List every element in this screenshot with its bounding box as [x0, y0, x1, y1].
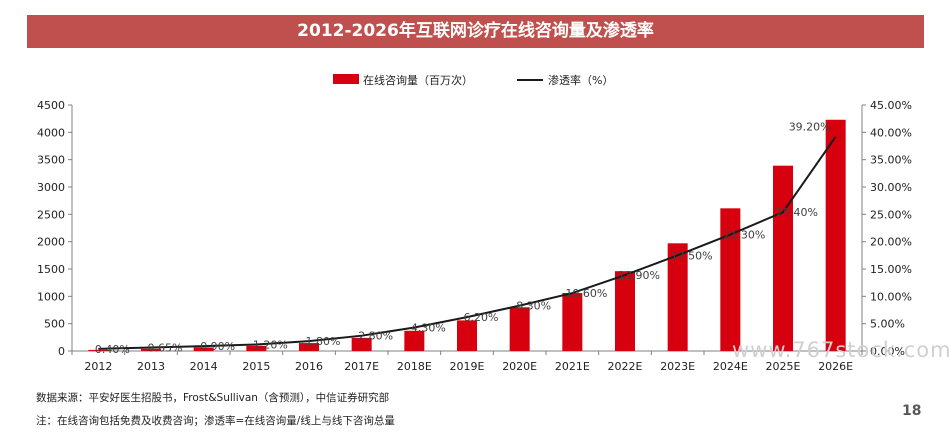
- x-tick-label: 2015: [242, 360, 270, 373]
- line-data-label: 0.65%: [148, 341, 183, 354]
- x-tick-label: 2016: [295, 360, 323, 373]
- line-data-label: 13.90%: [618, 269, 660, 282]
- line-data-label: 25.40%: [776, 206, 818, 219]
- footnote: 注：在线咨询包括免费及收费咨询；渗透率=在线咨询量/线上与线下咨询总量: [36, 415, 395, 427]
- bar-2017E: [351, 337, 372, 351]
- x-tick-label: 2025E: [766, 360, 801, 373]
- y-left-tick-label: 500: [44, 318, 65, 331]
- x-tick-label: 2022E: [608, 360, 643, 373]
- chart-title: 2012-2026年互联网诊疗在线咨询量及渗透率: [297, 21, 654, 41]
- combo-chart: 在线咨询量（百万次） 渗透率（%） 0 500 1000 1500 2000 2500 3000…: [37, 73, 912, 373]
- y-left-tick-label: 2000: [37, 236, 65, 249]
- y-left-tick-label: 4000: [37, 126, 65, 139]
- bar-2026E: [825, 119, 846, 351]
- line-data-label: 21.30%: [723, 229, 765, 242]
- y-right-tick-label: 45.00%: [870, 99, 912, 112]
- x-tick-label: 2019E: [450, 360, 485, 373]
- y-left-tick-label: 2500: [37, 208, 65, 221]
- line-data-label: 8.30%: [516, 300, 551, 313]
- penetration-line: [98, 136, 837, 350]
- x-tick-label: 2018E: [397, 360, 432, 373]
- bar-2022E: [615, 271, 635, 351]
- legend-bar-swatch: [333, 74, 359, 84]
- y-right-tick-label: 10.00%: [870, 290, 912, 303]
- bar-2019E: [457, 320, 477, 351]
- y-right-tick-label: 20.00%: [870, 236, 912, 249]
- line-data-label: 2.80%: [358, 330, 393, 343]
- source-note: 数据来源：平安好医生招股书，Frost&Sullivan（含预测），中信证券研究…: [36, 392, 390, 404]
- legend-bar-label: 在线咨询量（百万次）: [363, 73, 473, 87]
- bar-2021E: [562, 293, 583, 351]
- x-tick-label: 2021E: [555, 360, 590, 373]
- y-right-tick-label: 30.00%: [870, 181, 912, 194]
- x-tick-label: 2020E: [502, 360, 537, 373]
- bar-2013: [141, 348, 161, 351]
- bar-2024E: [720, 208, 741, 351]
- x-tick-label: 2017E: [344, 360, 379, 373]
- bar-2025E: [773, 165, 793, 351]
- y-right-tick-label: 0.00%: [870, 345, 905, 358]
- bar-2018E: [404, 330, 425, 351]
- title-bar: 2012-2026年互联网诊疗在线咨询量及渗透率: [27, 15, 924, 48]
- bar-2023E: [667, 243, 688, 351]
- line-data-label: 39.20%: [789, 121, 831, 134]
- line-data-label: 0.40%: [95, 343, 130, 356]
- x-tick-label: 2012: [84, 360, 112, 373]
- y-right-tick-label: 5.00%: [870, 318, 905, 331]
- bar-2014: [193, 347, 214, 351]
- y-left-tick-label: 0: [58, 345, 65, 358]
- y-left-tick-label: 4500: [37, 99, 65, 112]
- y-right-tick-label: 35.00%: [870, 154, 912, 167]
- bar-2015: [246, 345, 267, 351]
- bar-2020E: [509, 307, 530, 351]
- x-tick-label: 2014: [190, 360, 218, 373]
- line-data-label: 0.90%: [200, 340, 235, 353]
- line-data-label: 4.30%: [411, 321, 446, 334]
- watermark: www.767stock.com: [732, 338, 950, 362]
- line-data-label: 1.20%: [253, 338, 288, 351]
- line-data-label: 17.50%: [671, 249, 713, 262]
- x-tick-label: 2026E: [818, 360, 853, 373]
- line-data-label: 10.60%: [565, 287, 607, 300]
- legend-line-label: 渗透率（%）: [548, 73, 613, 87]
- page-number: 18: [902, 403, 922, 419]
- bar-2012: [88, 349, 109, 351]
- y-right-tick-label: 15.00%: [870, 263, 912, 276]
- line-data-label: 1.80%: [306, 335, 341, 348]
- x-tick-label: 2024E: [713, 360, 748, 373]
- y-left-tick-label: 1000: [37, 290, 65, 303]
- line-data-label: 6.20%: [464, 311, 499, 324]
- x-tick-label: 2023E: [660, 360, 695, 373]
- y-left-tick-label: 3500: [37, 154, 65, 167]
- bar-2016: [299, 343, 319, 351]
- y-right-tick-label: 40.00%: [870, 126, 912, 139]
- y-left-tick-label: 3000: [37, 181, 65, 194]
- y-left-tick-label: 1500: [37, 263, 65, 276]
- y-right-tick-label: 25.00%: [870, 208, 912, 221]
- x-tick-label: 2013: [137, 360, 165, 373]
